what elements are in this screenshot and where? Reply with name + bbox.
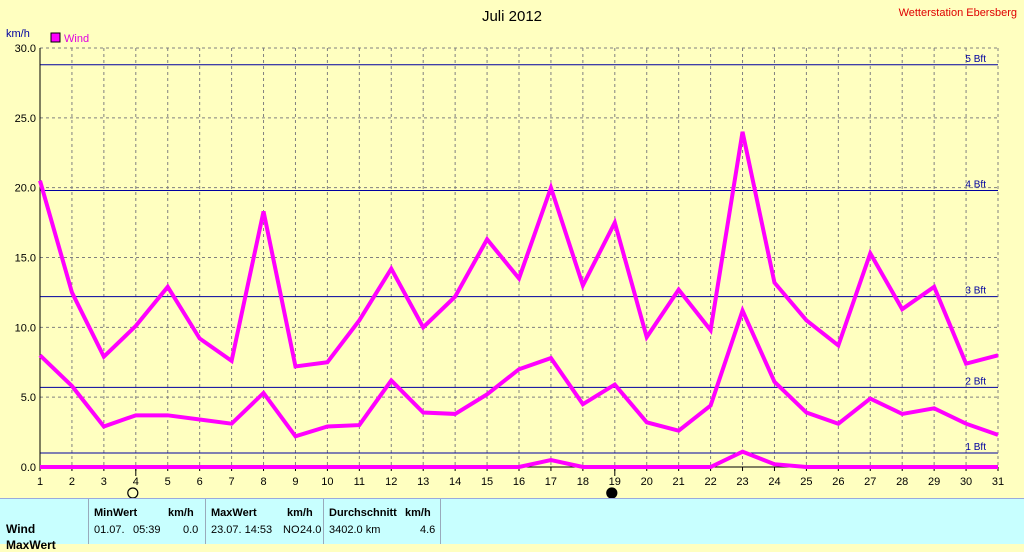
x-tick-label: 21 — [673, 476, 685, 488]
series-line-min — [40, 449, 998, 469]
avg-unit: km/h — [405, 507, 431, 519]
beaufort-label: 2 Bft — [965, 376, 986, 387]
x-tick-label: 29 — [928, 476, 940, 488]
min-header: MinWert — [94, 507, 138, 519]
max-datetime: 23.07. 14:53 — [211, 524, 273, 536]
wind-chart: 1 Bft 2 Bft 3 Bft 4 Bft 5 Bft 0.0 5.0 10.0 15.0… — [6, 7, 1017, 498]
avg-distance: 3402.0 km — [329, 524, 381, 536]
min-value: 0.0 — [183, 524, 199, 536]
avg-header: Durchschnitt — [329, 507, 397, 519]
x-tick-label: 10 — [321, 476, 333, 488]
x-tick-label: 16 — [513, 476, 525, 488]
max-direction: NO — [283, 524, 300, 536]
stats-label-col: Wind MaxWert — [0, 499, 89, 552]
y-axis-label: km/h — [6, 28, 30, 40]
y-tick-label: 30.0 — [15, 43, 36, 55]
station-name: Wetterstation Ebersberg — [899, 7, 1017, 19]
stats-min-col: MinWert km/h 01.07. 05:39 0.0 — [88, 499, 206, 544]
x-tick-label: 5 — [165, 476, 171, 488]
x-tick-label: 6 — [197, 476, 203, 488]
y-tick-label: 15.0 — [15, 253, 36, 265]
tick-labels: 0.05.010.015.020.025.030.01 2 3 4 5 6 7 8 9 10 11 1… — [15, 43, 1005, 488]
x-tick-label: 1 — [37, 476, 43, 488]
x-tick-label: 14 — [449, 476, 461, 488]
beaufort-label: 5 Bft — [965, 54, 986, 65]
stats-row-label: Wind — [6, 522, 36, 536]
beaufort-label: 4 Bft — [965, 179, 986, 190]
x-tick-label: 25 — [800, 476, 812, 488]
x-tick-label: 31 — [992, 476, 1004, 488]
x-tick-label: 2 — [69, 476, 75, 488]
grid — [40, 47, 998, 467]
legend-swatch — [50, 32, 61, 43]
max-header: MaxWert — [211, 507, 257, 519]
stats-max-col: MaxWert km/h 23.07. 14:53 NO 24.0 — [205, 499, 324, 544]
chart-title: Juli 2012 — [482, 8, 542, 25]
series-line-max — [38, 131, 999, 369]
beaufort-label: 1 Bft — [965, 442, 986, 453]
y-tick-label: 0.0 — [21, 462, 36, 474]
legend-label: Wind — [64, 33, 89, 45]
y-tick-label: 20.0 — [15, 183, 36, 195]
x-tick-label: 11 — [354, 476, 365, 488]
min-unit: km/h — [168, 507, 194, 519]
min-time: 05:39 — [133, 524, 161, 536]
max-value: 24.0 — [300, 524, 322, 536]
beaufort-reference-lines: 1 Bft 2 Bft 3 Bft 4 Bft 5 Bft — [40, 54, 998, 454]
x-tick-label: 20 — [641, 476, 653, 488]
x-tick-label: 3 — [101, 476, 107, 488]
x-tick-label: 27 — [864, 476, 876, 488]
x-tick-label: 17 — [545, 476, 557, 488]
stats-avg-col: Durchschnitt km/h 3402.0 km 4.6 — [323, 499, 441, 544]
y-tick-label: 5.0 — [21, 392, 36, 404]
y-tick-label: 10.0 — [15, 322, 36, 334]
stats-panel: Wind MaxWert MinWert km/h 01.07. 05:39 0… — [0, 498, 1024, 552]
new-moon-icon — [606, 487, 618, 498]
x-tick-label: 23 — [736, 476, 748, 488]
series-line-avg — [38, 305, 999, 439]
stats-row2-label: MaxWert — [6, 538, 56, 552]
x-tick-label: 13 — [417, 476, 429, 488]
beaufort-label: 3 Bft — [965, 286, 986, 297]
min-date: 01.07. — [94, 524, 125, 536]
x-tick-label: 22 — [704, 476, 716, 488]
x-tick-label: 18 — [577, 476, 589, 488]
x-tick-label: 4 — [133, 476, 139, 488]
full-moon-icon — [127, 487, 139, 498]
max-unit: km/h — [287, 507, 313, 519]
x-tick-label: 28 — [896, 476, 908, 488]
x-tick-label: 30 — [960, 476, 972, 488]
x-tick-label: 9 — [292, 476, 298, 488]
x-tick-label: 26 — [832, 476, 844, 488]
y-tick-label: 25.0 — [15, 113, 36, 125]
x-tick-label: 8 — [260, 476, 266, 488]
x-tick-label: 7 — [229, 476, 235, 488]
series-layer — [38, 131, 999, 469]
x-tick-label: 24 — [768, 476, 780, 488]
avg-value: 4.6 — [420, 524, 436, 536]
x-tick-label: 12 — [385, 476, 397, 488]
x-tick-label: 19 — [609, 476, 621, 488]
x-tick-label: 15 — [481, 476, 493, 488]
